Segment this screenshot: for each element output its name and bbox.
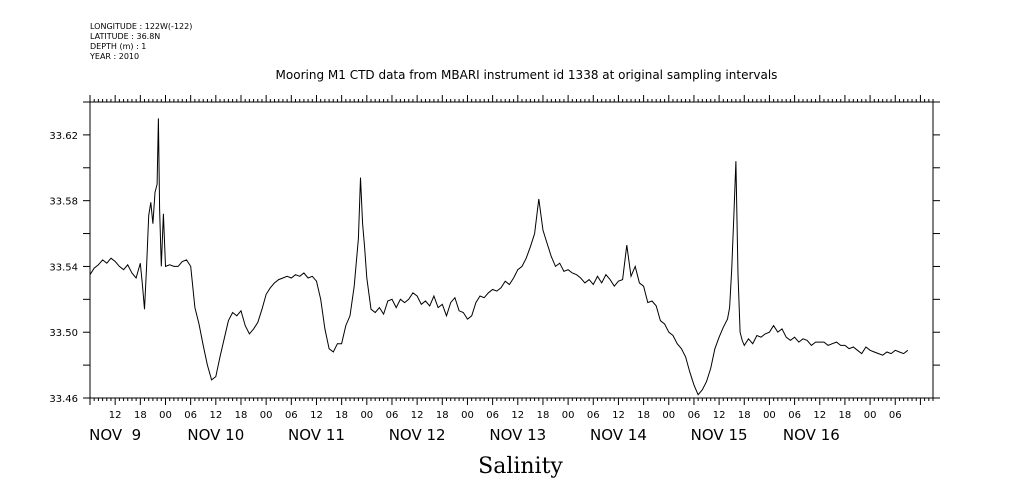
day-label: NOV 12: [389, 426, 446, 444]
x-tick-label: 00: [360, 410, 373, 421]
x-tick-label: 18: [839, 410, 852, 421]
x-tick-label: 00: [662, 410, 675, 421]
x-tick-label: 12: [612, 410, 625, 421]
x-tick-label: 06: [889, 410, 902, 421]
x-tick-label: 18: [436, 410, 449, 421]
x-tick-label: 18: [235, 410, 248, 421]
x-tick-label: 12: [411, 410, 424, 421]
y-tick-label: 33.58: [49, 197, 78, 208]
x-tick-label: 18: [537, 410, 550, 421]
day-label: NOV 11: [288, 426, 345, 444]
day-label: NOV 9: [89, 426, 141, 444]
x-tick-label: 12: [511, 410, 524, 421]
x-tick-label: 12: [109, 410, 122, 421]
y-tick-label: 33.50: [49, 328, 78, 339]
x-tick-label: 06: [788, 410, 801, 421]
x-tick-label: 00: [461, 410, 474, 421]
x-tick-label: 06: [285, 410, 298, 421]
x-axis-label: Salinity: [478, 454, 563, 479]
x-tick-label: 00: [159, 410, 172, 421]
x-tick-label: 18: [134, 410, 147, 421]
x-tick-label: 00: [562, 410, 575, 421]
day-label: NOV 14: [590, 426, 647, 444]
y-tick-label: 33.46: [49, 394, 78, 405]
x-tick-label: 06: [184, 410, 197, 421]
x-tick-label: 06: [486, 410, 499, 421]
year-label: YEAR : 2010: [90, 52, 140, 61]
x-tick-label: 12: [310, 410, 323, 421]
depth-label: DEPTH (m) : 1: [90, 42, 147, 51]
plot-frame: [89, 101, 934, 399]
x-tick-label: 12: [813, 410, 826, 421]
x-tick-label: 18: [738, 410, 751, 421]
longitude-label: LONGITUDE : 122W(-122): [90, 22, 193, 31]
salinity-series-line: [89, 118, 909, 396]
x-tick-label: 18: [637, 410, 650, 421]
day-label: NOV 10: [187, 426, 244, 444]
x-tick-label: 06: [587, 410, 600, 421]
latitude-label: LATITUDE : 36.8N: [90, 32, 161, 41]
y-tick-label: 33.62: [49, 131, 78, 142]
chart-title: Mooring M1 CTD data from MBARI instrumen…: [275, 68, 778, 82]
x-tick-label: 06: [688, 410, 701, 421]
x-tick-label: 06: [386, 410, 399, 421]
x-tick-label: 00: [260, 410, 273, 421]
x-tick-label: 00: [864, 410, 877, 421]
x-tick-label: 18: [335, 410, 348, 421]
x-tick-label: 12: [209, 410, 222, 421]
day-label: NOV 13: [489, 426, 546, 444]
x-tick-label: 12: [713, 410, 726, 421]
day-label: NOV 15: [691, 426, 748, 444]
day-label: NOV 16: [783, 426, 840, 444]
y-tick-label: 33.54: [49, 262, 78, 273]
x-tick-label: 00: [763, 410, 776, 421]
